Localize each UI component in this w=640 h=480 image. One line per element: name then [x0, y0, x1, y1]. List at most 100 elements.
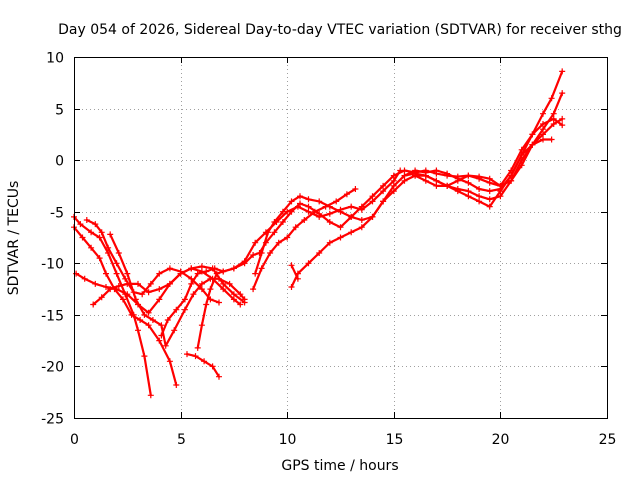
data-point — [173, 306, 180, 313]
data-point — [540, 136, 546, 143]
data-point — [198, 322, 205, 329]
data-point — [412, 172, 419, 179]
data-point — [284, 234, 291, 241]
series-pass-5 — [83, 217, 222, 306]
data-point — [279, 219, 286, 225]
data-point — [337, 224, 344, 231]
data-point — [124, 270, 131, 277]
data-point — [198, 263, 205, 270]
data-point — [390, 182, 397, 189]
data-point — [305, 260, 312, 267]
data-point — [120, 296, 126, 303]
data-point — [171, 327, 178, 334]
data-point — [213, 270, 220, 277]
data-point — [486, 203, 493, 210]
data-point — [158, 332, 165, 339]
data-point — [433, 182, 440, 189]
data-point — [156, 296, 163, 303]
data-point — [88, 229, 95, 236]
data-point — [305, 203, 312, 210]
data-point — [358, 217, 365, 223]
series-line — [160, 169, 402, 337]
data-point — [476, 193, 483, 200]
data-point — [162, 342, 169, 349]
data-point — [343, 191, 350, 198]
y-tick-label: -15 — [41, 309, 64, 325]
data-point — [390, 177, 397, 184]
data-point — [230, 291, 237, 298]
y-tick-label: -10 — [41, 257, 64, 273]
data-point — [518, 162, 525, 169]
y-tick-label: 0 — [55, 154, 64, 170]
x-tick-label: 10 — [279, 432, 297, 448]
data-point — [98, 229, 105, 236]
data-point — [194, 270, 201, 277]
data-point — [275, 239, 282, 246]
data-point — [348, 229, 355, 236]
data-point — [422, 177, 429, 184]
data-point — [279, 208, 286, 215]
data-point — [141, 353, 148, 360]
data-point — [166, 358, 173, 365]
data-point — [444, 170, 451, 177]
plot-frame — [74, 57, 608, 419]
series-pass-13 — [288, 262, 301, 282]
data-point — [79, 234, 86, 241]
data-point — [529, 141, 536, 148]
series-pass-6 — [107, 231, 248, 349]
data-point — [124, 291, 131, 298]
x-tick-label: 15 — [386, 432, 404, 448]
data-point — [465, 179, 472, 186]
data-point — [181, 296, 188, 303]
data-point — [156, 337, 163, 344]
data-point — [164, 317, 171, 323]
data-point — [486, 179, 493, 186]
series-pass-11 — [250, 186, 359, 293]
data-point — [337, 208, 344, 215]
data-point — [250, 252, 257, 258]
series-line — [92, 267, 242, 306]
data-point — [145, 289, 152, 296]
data-point — [390, 172, 397, 179]
data-point — [173, 382, 180, 388]
data-point — [288, 198, 295, 205]
x-axis-label: GPS time / hours — [281, 458, 398, 474]
data-point — [103, 284, 109, 290]
data-point — [147, 280, 154, 287]
series-line — [252, 187, 357, 291]
data-point — [352, 186, 359, 192]
data-point — [230, 296, 237, 303]
data-point — [96, 255, 103, 262]
x-tick-label: 25 — [599, 432, 617, 448]
data-point — [190, 291, 197, 298]
data-point — [294, 275, 301, 282]
data-point — [137, 317, 144, 323]
data-point — [348, 203, 355, 210]
data-point — [88, 244, 95, 251]
data-point — [177, 268, 184, 275]
data-point — [333, 198, 340, 205]
series-pass-7 — [158, 167, 404, 339]
data-point — [465, 172, 472, 179]
data-point — [433, 167, 440, 174]
series-line — [72, 226, 178, 387]
data-point — [301, 217, 308, 223]
data-point — [230, 265, 237, 272]
series-pass-2 — [71, 224, 180, 388]
data-point — [203, 268, 210, 275]
data-point — [550, 115, 557, 122]
data-point — [98, 294, 105, 301]
data-point — [288, 284, 295, 290]
data-point — [465, 188, 472, 195]
data-point — [288, 208, 295, 215]
data-point — [181, 306, 188, 313]
data-point — [83, 217, 90, 223]
data-point — [454, 186, 461, 192]
data-point — [216, 373, 222, 380]
data-point — [252, 270, 259, 277]
data-point — [258, 250, 265, 256]
data-point — [77, 221, 84, 228]
data-point — [311, 208, 318, 215]
data-point — [486, 188, 493, 195]
